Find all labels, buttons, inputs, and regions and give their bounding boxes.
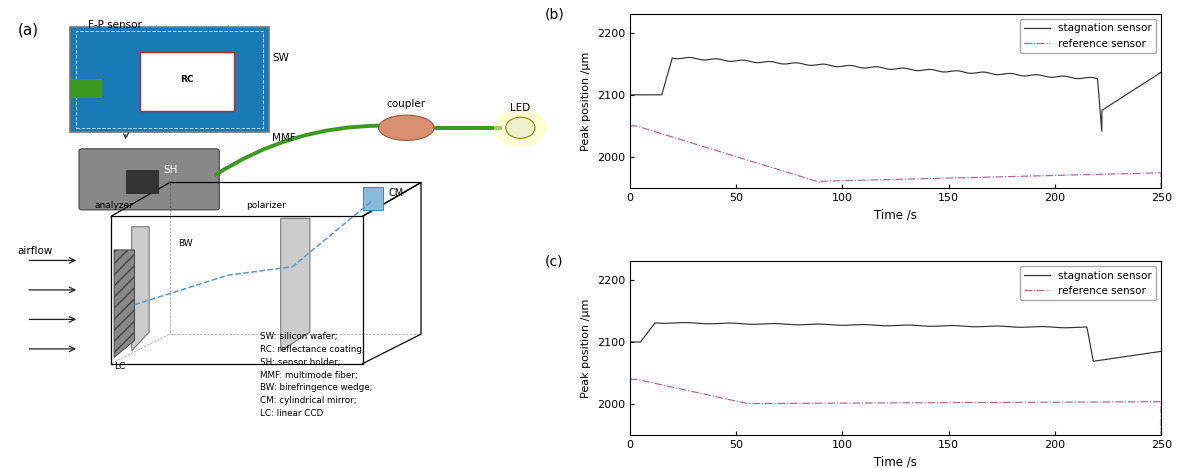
stagnation sensor (920, 67, 934, 73)
Text: (a): (a) (18, 22, 39, 37)
stagnation sensor (623, 339, 637, 345)
Text: SW: silicon wafer;
RC: reflectance coating;
SH: sensor holder;
MMF: multimode fi: SW: silicon wafer; RC: reflectance coati… (261, 332, 373, 418)
reference sensor (1078, 399, 1092, 405)
Line: reference sensor: reference sensor (630, 379, 1161, 468)
Text: SH: SH (164, 165, 178, 175)
Bar (77, 31, 263, 128)
stagnation sensor (1154, 349, 1168, 354)
stagnation sensor (829, 64, 843, 69)
stagnation sensor (1098, 106, 1112, 111)
stagnation sensor (920, 323, 934, 329)
Text: airflow: airflow (18, 246, 53, 256)
stagnation sensor (1094, 128, 1108, 134)
Legend: stagnation sensor, reference sensor: stagnation sensor, reference sensor (1020, 19, 1157, 53)
stagnation sensor (1086, 358, 1100, 364)
X-axis label: Time /s: Time /s (874, 456, 917, 468)
Text: CM: CM (389, 188, 404, 198)
stagnation sensor (633, 339, 647, 344)
stagnation sensor (1098, 357, 1112, 362)
reference sensor (1098, 171, 1112, 177)
Text: SW: SW (272, 53, 289, 63)
Line: stagnation sensor: stagnation sensor (630, 58, 1161, 131)
stagnation sensor (829, 322, 843, 328)
Text: BW: BW (178, 239, 193, 248)
Polygon shape (114, 250, 134, 358)
Line: reference sensor: reference sensor (630, 126, 1161, 468)
stagnation sensor (1078, 324, 1092, 330)
reference sensor (623, 376, 637, 382)
X-axis label: Time /s: Time /s (874, 209, 917, 221)
Ellipse shape (378, 115, 434, 140)
stagnation sensor (623, 92, 637, 98)
reference sensor (1098, 399, 1112, 405)
reference sensor (920, 176, 934, 182)
Bar (71, 79, 103, 98)
Text: analyzer: analyzer (94, 201, 133, 210)
reference sensor (1055, 172, 1069, 178)
Y-axis label: Peak position /μm: Peak position /μm (581, 299, 591, 398)
stagnation sensor (1055, 73, 1069, 79)
Text: F-P sensor: F-P sensor (87, 20, 141, 30)
FancyBboxPatch shape (79, 149, 219, 210)
stagnation sensor (677, 320, 691, 325)
Text: LED: LED (511, 103, 531, 113)
Bar (71, 27, 269, 132)
Text: (c): (c) (545, 254, 564, 268)
stagnation sensor (1154, 69, 1168, 75)
reference sensor (829, 400, 843, 406)
Text: coupler: coupler (387, 99, 426, 109)
Circle shape (506, 117, 535, 138)
reference sensor (1078, 172, 1092, 177)
Text: MMF: MMF (272, 132, 296, 142)
stagnation sensor (633, 92, 647, 98)
Polygon shape (281, 218, 310, 351)
Bar (363, 187, 383, 210)
reference sensor (1055, 399, 1069, 405)
Bar (140, 52, 233, 111)
Bar (126, 170, 158, 193)
Text: LC: LC (114, 361, 125, 371)
reference sensor (623, 123, 637, 129)
Circle shape (494, 109, 547, 147)
reference sensor (633, 124, 647, 130)
stagnation sensor (1055, 325, 1069, 330)
reference sensor (633, 378, 647, 383)
Y-axis label: Peak position /μm: Peak position /μm (581, 51, 591, 151)
Text: RC: RC (180, 75, 193, 84)
Text: (b): (b) (545, 7, 565, 21)
Text: polarizer: polarizer (246, 201, 286, 210)
reference sensor (829, 178, 843, 184)
stagnation sensor (681, 55, 696, 60)
reference sensor (920, 400, 934, 406)
stagnation sensor (1078, 75, 1092, 80)
Legend: stagnation sensor, reference sensor: stagnation sensor, reference sensor (1020, 266, 1157, 300)
Polygon shape (132, 227, 150, 351)
Line: stagnation sensor: stagnation sensor (630, 322, 1161, 361)
